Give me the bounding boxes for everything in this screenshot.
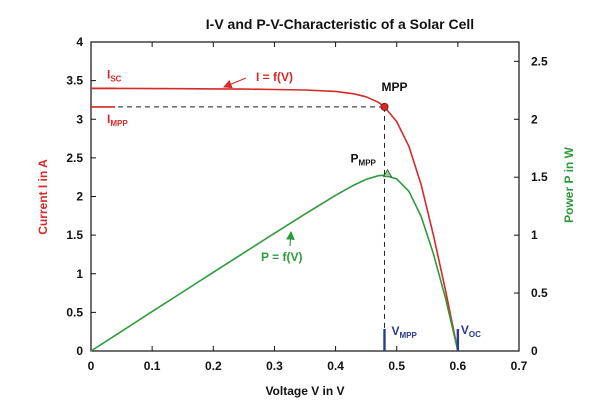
x-tick-label: 0.7 [511, 359, 528, 373]
y-left-axis-label: Current I in A [36, 159, 50, 235]
x-tick-label: 0.3 [266, 359, 283, 373]
y-right-tick-label: 2 [531, 112, 538, 126]
x-tick-label: 0.4 [327, 359, 344, 373]
pmpp-label: PMPP [351, 152, 377, 168]
y-left-tick-label: 3.5 [66, 74, 83, 88]
isc-label: ISC [107, 67, 122, 83]
power-curve [90, 174, 459, 352]
x-tick-label: 0.2 [205, 359, 222, 373]
y-left-tick-label: 3 [76, 112, 83, 126]
mpp-point [380, 102, 389, 111]
power-curve-label: P = f(V) [261, 250, 302, 264]
y-right-tick-label: 0.5 [531, 286, 548, 300]
y-left-tick-label: 0 [76, 344, 83, 358]
voc-label: VOC [461, 323, 481, 339]
y-left-tick-label: 2 [76, 190, 83, 204]
mpp-label: MPP [381, 80, 407, 94]
x-tick-label: 0.6 [450, 359, 467, 373]
x-tick-label: 0.1 [144, 359, 161, 373]
x-axis-label: Voltage V in V [265, 384, 344, 398]
vmpp-label: VMPP [391, 324, 417, 340]
power-label-arrow [286, 230, 295, 247]
y-left-ticks: 0 0.5 1 1.5 2 2.5 3 3.5 4 [66, 35, 96, 358]
y-right-tick-label: 1 [531, 228, 538, 242]
annotations: ISC IMPP MPP PMPP VMPP VOC I = f(V) P = f(V) [107, 67, 481, 340]
y-left-tick-label: 1 [76, 267, 83, 281]
pmpp-point [382, 168, 393, 178]
y-left-tick-label: 1.5 [66, 228, 83, 242]
x-tick-label: 0 [88, 359, 95, 373]
y-left-tick-label: 2.5 [66, 151, 83, 165]
y-right-axis-label: Power P in W [562, 146, 576, 222]
y-left-tick-label: 4 [76, 35, 83, 49]
chart-title: I-V and P-V-Characteristic of a Solar Ce… [206, 16, 474, 32]
impp-label: IMPP [107, 112, 128, 128]
current-label-arrow [222, 77, 247, 89]
series-lines [90, 87, 459, 352]
y-right-tick-label: 0 [531, 344, 538, 358]
y-right-tick-label: 1.5 [531, 170, 548, 184]
current-curve [91, 87, 459, 352]
y-right-tick-label: 2.5 [531, 54, 548, 68]
y-right-ticks: 0 0.5 1 1.5 2 2.5 [514, 54, 548, 358]
x-tick-label: 0.5 [388, 359, 405, 373]
current-curve-label: I = f(V) [256, 70, 293, 84]
point-markers [91, 87, 460, 351]
guide-lines [91, 106, 385, 351]
y-left-tick-label: 0.5 [66, 305, 83, 319]
